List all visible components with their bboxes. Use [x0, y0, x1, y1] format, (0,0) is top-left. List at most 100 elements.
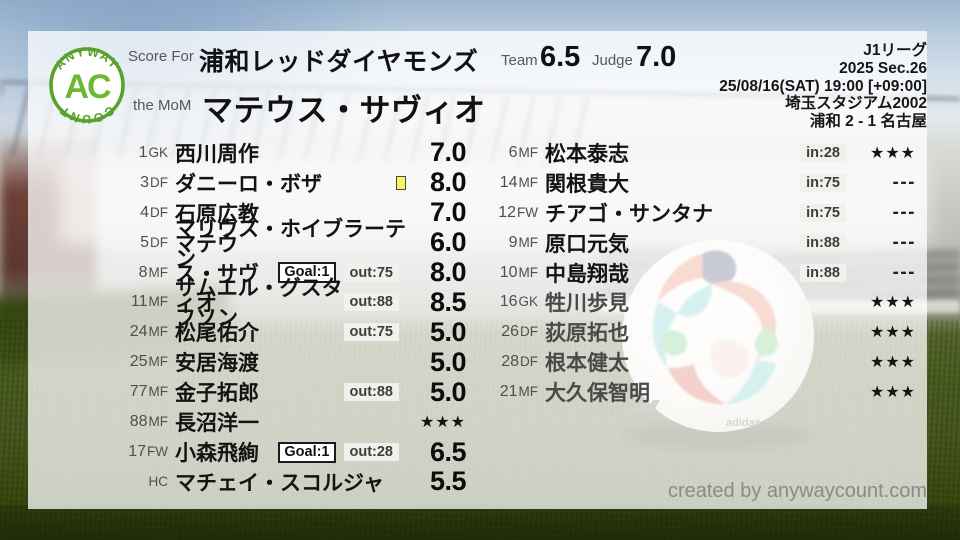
player-number-position: 12FW [490, 204, 538, 222]
grass-shadow-strip [0, 505, 960, 540]
match-result: 浦和 2 - 1 名古屋 [809, 113, 927, 131]
player-row: 6MF 松本泰志 in:28 ★★★ [490, 138, 916, 168]
player-rating: 7.0 [429, 137, 467, 168]
player-name: 根本健太 [545, 352, 629, 376]
player-position: DF [520, 324, 538, 340]
player-number: 1 [138, 143, 148, 161]
player-name: マテウス・サヴィオ [175, 232, 259, 316]
player-rating: 6.5 [429, 436, 467, 467]
player-position: MF [148, 264, 169, 280]
player-number: 26 [501, 323, 519, 341]
player-number-position: 14MF [490, 174, 538, 192]
player-number: 8 [138, 263, 148, 281]
player-number-position: 8MF [120, 264, 168, 282]
player-number: 12 [498, 203, 516, 221]
player-name: 松尾佑介 [175, 322, 259, 346]
player-position: MF [518, 264, 539, 280]
match-datetime: 25/08/16(SAT) 19:00 [+09:00] [719, 77, 927, 95]
anywaycount-logo: ANYWAY COUNT AC [49, 45, 125, 125]
player-name: 石原広教 [175, 202, 259, 226]
substitution-badge: in:28 [800, 143, 846, 162]
player-number-position: HC [120, 473, 169, 491]
player-rating: --- [892, 261, 916, 283]
player-rating: ★★★ [869, 384, 916, 402]
mom-name: マテウス・サヴィオ [202, 93, 486, 128]
substitution-badge: out:88 [343, 293, 399, 312]
player-name: 松本泰志 [545, 142, 629, 166]
player-name: 小森飛絢 [175, 442, 259, 466]
player-position: MF [518, 234, 539, 250]
match-info: J1リーグ 2025 Sec.26 25/08/16(SAT) 19:00 [+… [719, 42, 927, 131]
team-name: 浦和レッドダイヤモンズ [199, 48, 479, 76]
player-number-position: 24MF [120, 323, 168, 341]
player-number: 4 [140, 203, 149, 221]
player-rating: 7.0 [429, 197, 467, 228]
season-sec: 2025 Sec.26 [839, 59, 927, 77]
player-rating: --- [892, 201, 916, 223]
player-name: 長沼洋一 [175, 412, 259, 436]
team-score-value: 6.5 [540, 41, 581, 73]
substitution-badge: out:75 [343, 263, 399, 282]
player-row: 88MF 長沼洋一 ★★★ [120, 407, 466, 437]
judge-score-value: 7.0 [636, 41, 677, 73]
player-rating: 6.0 [429, 227, 467, 258]
player-rating: --- [892, 171, 916, 193]
player-number: 5 [140, 233, 149, 251]
player-rating: ★★★ [869, 294, 916, 312]
player-name: 牲川歩見 [545, 292, 629, 316]
player-name: 中島翔哉 [545, 262, 629, 286]
player-name: 大久保智明 [545, 382, 650, 406]
starters-list: 1GK 西川周作 7.0 3DF ダニーロ・ボザ 8.0 4DF 石原広教 7.0 5DF マリウス… [120, 137, 467, 497]
player-row: 12FW チアゴ・サンタナ in:75 --- [490, 198, 916, 228]
substitution-badge: out:88 [343, 383, 399, 402]
player-row: 4DF 石原広教 7.0 [120, 197, 467, 228]
player-position: DF [150, 204, 168, 220]
player-number-position: 11MF [120, 293, 168, 311]
player-number: 88 [129, 413, 148, 431]
player-row: 3DF ダニーロ・ボザ 8.0 [120, 167, 467, 198]
goal-badge: Goal:1 [278, 262, 336, 284]
player-name: マチェイ・スコルジャ [175, 471, 384, 495]
player-rating: 5.0 [429, 346, 467, 377]
player-position: GK [148, 144, 168, 160]
player-number: 77 [129, 383, 148, 401]
player-name: 原口元気 [545, 232, 629, 256]
player-position: GK [518, 294, 538, 310]
player-row: 77MF 金子拓郎 out:88 5.0 [120, 376, 467, 407]
player-number: 21 [499, 383, 518, 401]
player-rating: ★★★ [869, 144, 916, 162]
player-row: 5DF マリウス・ホイブラーテン 6.0 [120, 218, 467, 271]
player-rating: 5.0 [429, 376, 467, 407]
player-rating: 8.0 [429, 257, 467, 288]
player-rating: 8.0 [429, 167, 467, 198]
player-name: 金子拓郎 [175, 382, 259, 406]
player-number: 28 [501, 353, 519, 371]
player-number-position: 6MF [490, 144, 538, 162]
player-number-position: 26DF [490, 323, 538, 341]
player-number: 25 [129, 353, 148, 371]
player-row: 25MF 安居海渡 5.0 [120, 346, 467, 377]
player-number: 17 [128, 443, 146, 461]
substitution-badge: in:75 [800, 173, 846, 192]
player-number-position: 1GK [120, 144, 168, 162]
credit-text: created by anywaycount.com [667, 480, 927, 502]
player-rating: ★★★ [869, 354, 916, 372]
player-name: 西川周作 [175, 142, 259, 166]
player-rating: 5.0 [429, 316, 467, 347]
overlay-panel [28, 31, 927, 509]
player-number-position: 77MF [120, 383, 168, 401]
player-number: 14 [499, 173, 518, 191]
team-score-label: Team [501, 52, 538, 69]
judge-score-label: Judge [592, 52, 633, 69]
player-number: 11 [130, 293, 148, 311]
logo-center-text: AC [64, 68, 111, 106]
player-name: チアゴ・サンタナ [545, 202, 713, 226]
player-number-position: 88MF [120, 413, 168, 431]
player-number-position: 17FW [120, 443, 168, 461]
player-row: 1GK 西川周作 7.0 [120, 137, 467, 168]
player-position: MF [148, 414, 169, 430]
substitution-badge: in:88 [800, 233, 846, 252]
player-position: MF [148, 384, 169, 400]
substitution-badge: out:28 [343, 443, 399, 462]
player-name: ダニーロ・ボザ [175, 172, 322, 196]
